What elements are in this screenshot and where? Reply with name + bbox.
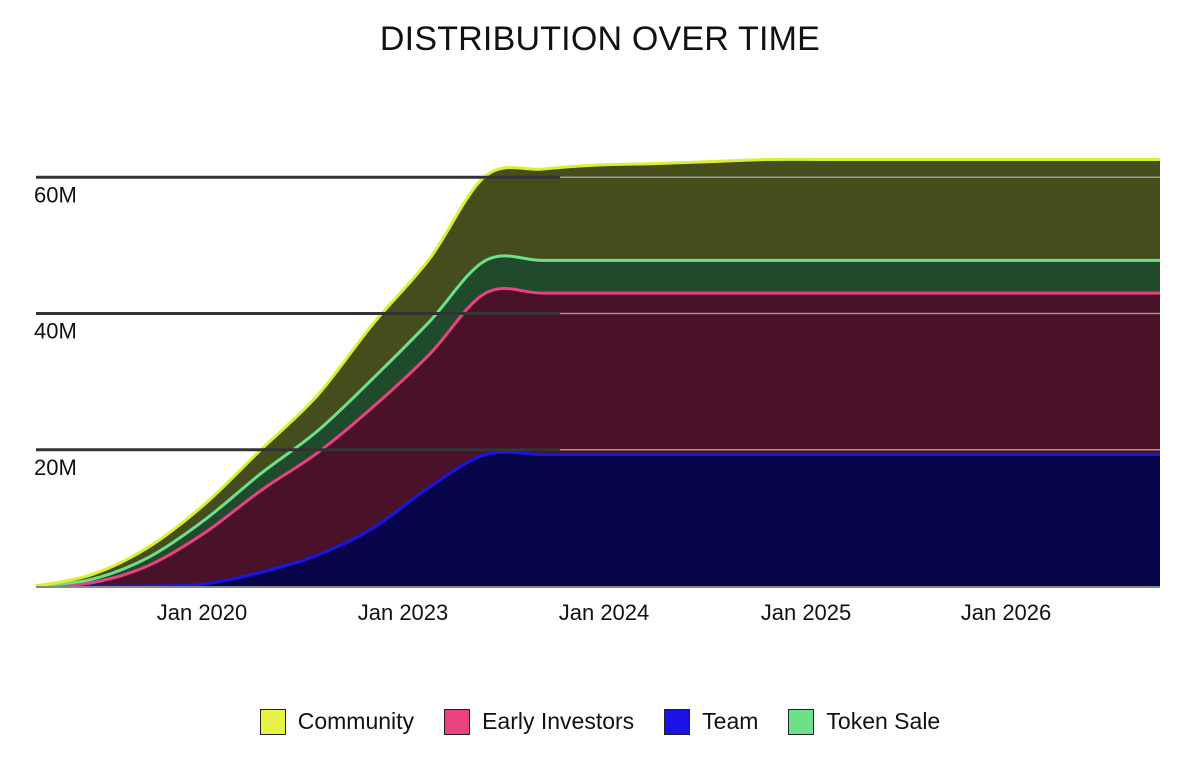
y-tick-label: 60M (34, 182, 77, 207)
legend-item-early-investors[interactable]: Early Investors (444, 708, 634, 735)
y-tick-label: 20M (34, 455, 77, 480)
chart-title: DISTRIBUTION OVER TIME (379, 20, 821, 58)
legend-swatch-token-sale (788, 708, 815, 735)
legend-label-team: Team (702, 708, 759, 734)
line-team (35, 450, 1160, 588)
legend-label-community: Community (297, 708, 415, 734)
area-team (36, 452, 1160, 587)
grid-lines (36, 175, 1160, 588)
legend-swatch-early-investors (444, 708, 471, 735)
line-early-investors (35, 287, 1160, 588)
area-token-sale (36, 255, 1160, 587)
legend-swatch-community (259, 708, 286, 735)
x-tick-label: Jan 2023 (358, 600, 449, 625)
x-tick-label: Jan 2025 (761, 600, 852, 625)
legend-item-team[interactable]: Team (664, 708, 758, 735)
x-tick-label: Jan 2020 (157, 600, 248, 625)
legend-swatch-team (664, 708, 691, 735)
line-community (35, 157, 1160, 588)
legend-item-token-sale[interactable]: Token Sale (788, 708, 940, 735)
area-layers (36, 159, 1160, 587)
line-token-sale (35, 254, 1160, 588)
legend-item-community[interactable]: Community (259, 708, 415, 735)
y-axis-ticks: 20M 40M 60M (34, 182, 77, 480)
x-tick-label: Jan 2026 (961, 600, 1052, 625)
x-axis-ticks: Jan 2020 Jan 2023 Jan 2024 Jan 2025 Jan 2026 (157, 600, 1052, 625)
series-lines (35, 157, 1160, 588)
area-early-investors (36, 288, 1160, 587)
x-tick-label: Jan 2024 (559, 600, 650, 625)
legend-label-early-investors: Early Investors (482, 708, 635, 734)
legend-label-token-sale: Token Sale (826, 708, 941, 734)
area-community (36, 159, 1160, 586)
legend: Community Early Investors Team Token Sal… (0, 708, 1200, 735)
y-tick-label: 40M (34, 319, 77, 344)
